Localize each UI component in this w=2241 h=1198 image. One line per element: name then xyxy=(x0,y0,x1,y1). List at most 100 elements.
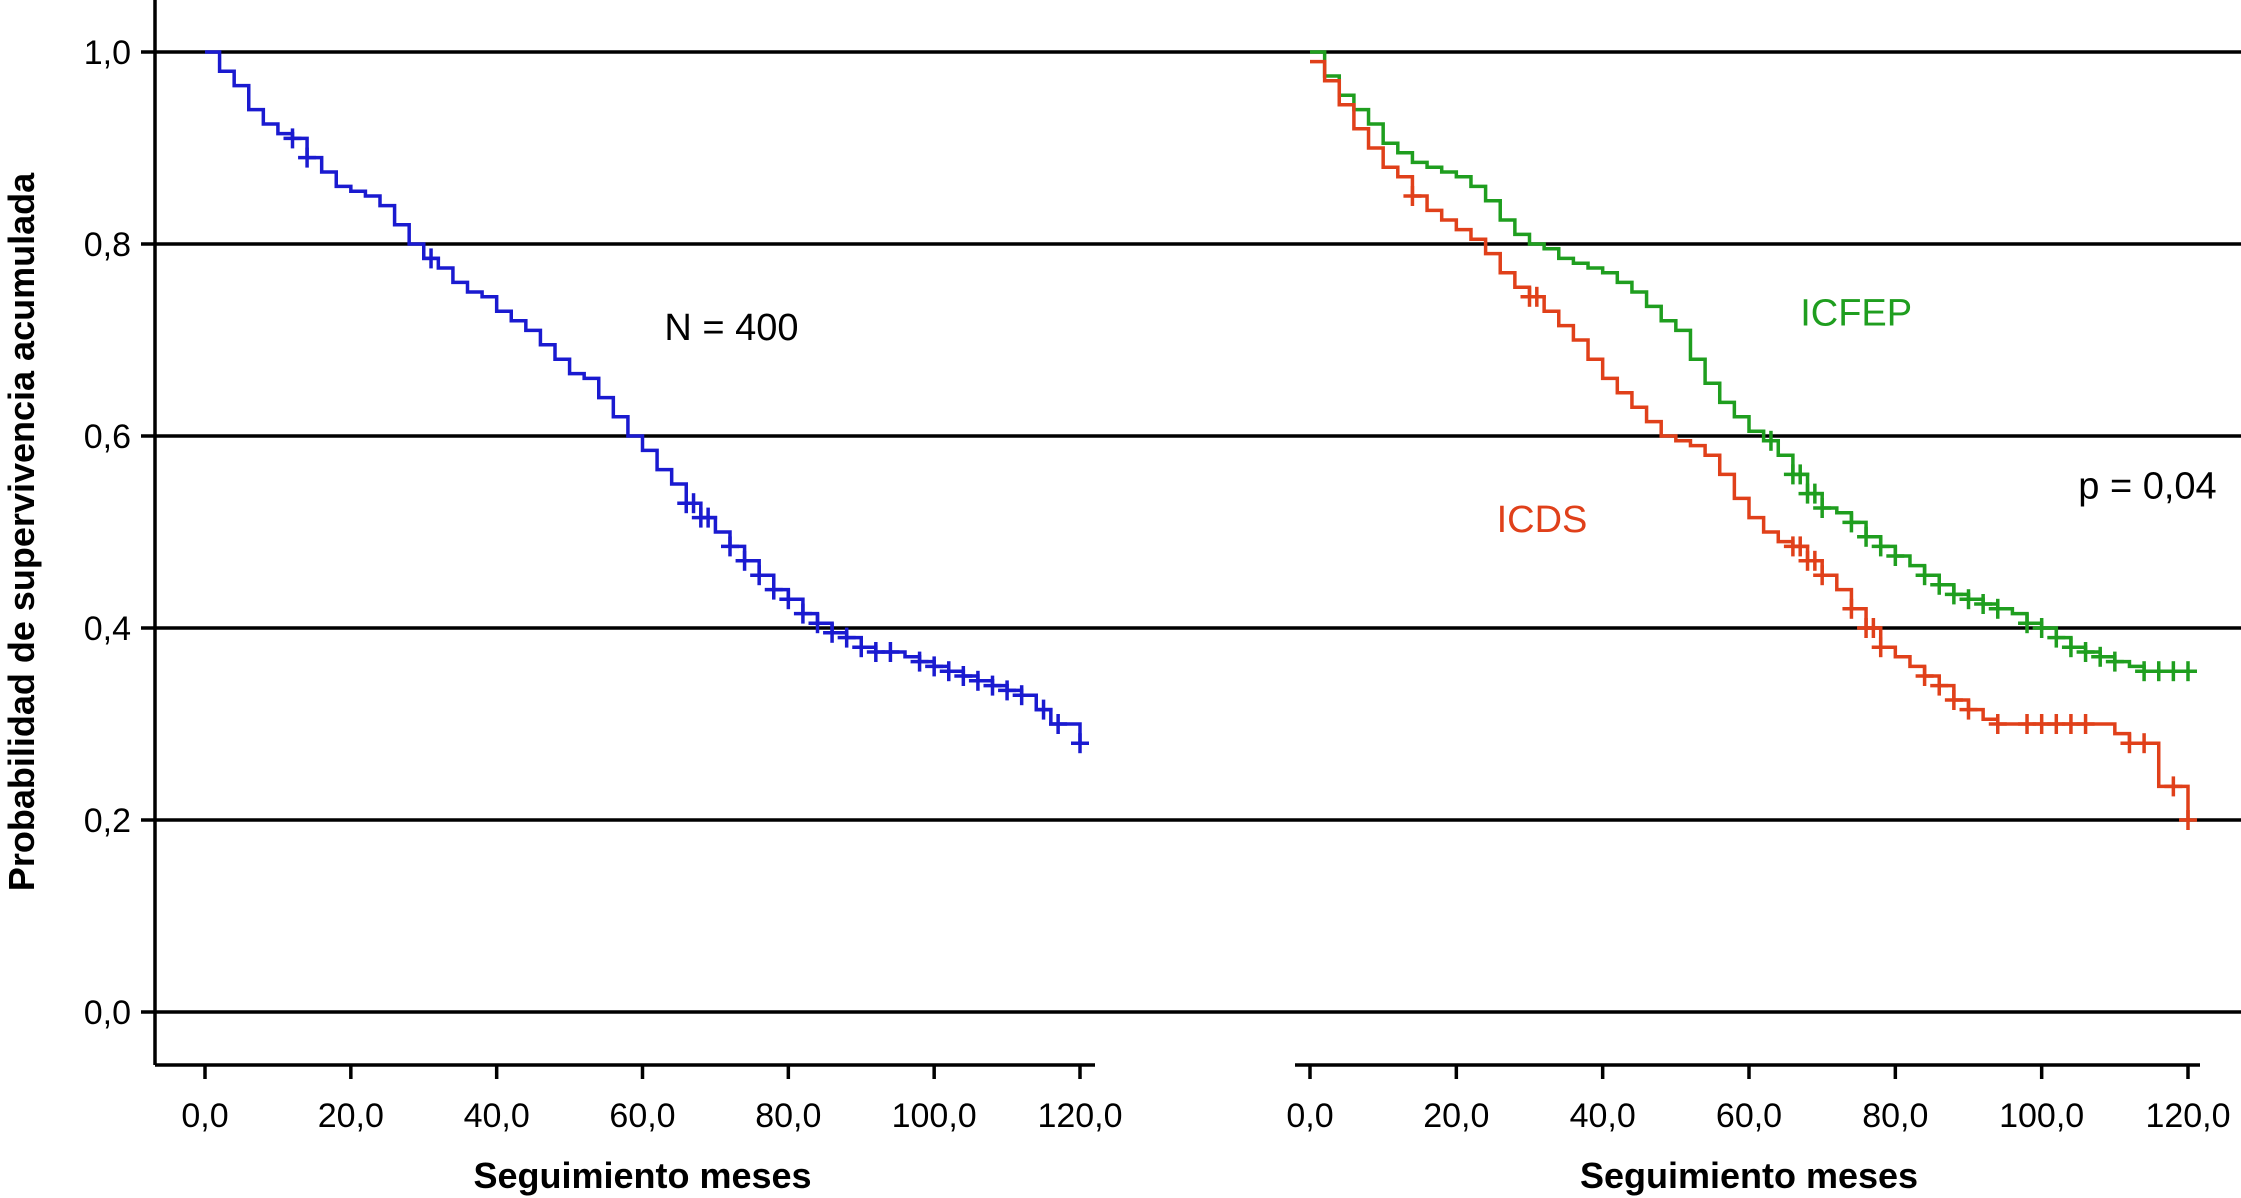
censor-mark-icds-10 xyxy=(1864,618,1883,638)
censor-mark-icfep-9 xyxy=(1886,546,1905,566)
censor-mark-icds-8 xyxy=(1842,598,1861,619)
y-tick-label-1: 0,2 xyxy=(84,802,131,840)
censor-mark-icfep-7 xyxy=(1857,526,1876,547)
x-tick-label-panel-1-1: 20,0 xyxy=(318,1097,384,1135)
x-tick-label-panel-1-5: 100,0 xyxy=(892,1097,977,1135)
censor-mark-icfep-2 xyxy=(1791,464,1810,485)
x-tick-label-panel-2-3: 60,0 xyxy=(1716,1097,1782,1135)
x-tick-label-panel-2-4: 80,0 xyxy=(1862,1097,1928,1135)
x-axis-title-panel-2: Seguimiento meses xyxy=(1580,1155,1918,1196)
grid-lines xyxy=(155,50,2241,1014)
censor-mark-overall-21 xyxy=(939,661,958,682)
censor-mark-icds-25 xyxy=(2179,810,2197,830)
censor-mark-icfep-0 xyxy=(1761,430,1780,451)
x-tick-label-panel-2-5: 100,0 xyxy=(1999,1097,2084,1135)
x-tick-label-panel-1-3: 60,0 xyxy=(609,1097,675,1135)
censor-mark-icfep-20 xyxy=(2076,642,2095,662)
annotation-panel-1-0: N = 400 xyxy=(664,307,798,349)
censor-mark-overall-2 xyxy=(422,248,441,269)
censor-mark-overall-4 xyxy=(684,493,703,514)
censor-mark-icds-2 xyxy=(1527,286,1546,307)
censor-mark-overall-15 xyxy=(837,627,856,648)
y-tick-label-3: 0,6 xyxy=(84,418,131,456)
censor-mark-icfep-14 xyxy=(1974,594,1993,614)
y-tick-label-5: 1,0 xyxy=(84,34,131,72)
series-layer xyxy=(205,50,2197,830)
censor-mark-icfep-5 xyxy=(1813,498,1832,518)
censor-mark-icfep-19 xyxy=(2061,637,2080,658)
censor-mark-icds-0 xyxy=(1403,186,1422,206)
censor-mark-icfep-15 xyxy=(1988,598,2007,619)
censor-mark-overall-10 xyxy=(764,579,783,600)
x-tick-label-panel-2-1: 20,0 xyxy=(1423,1097,1489,1135)
censor-mark-overall-12 xyxy=(793,603,812,624)
censor-mark-overall-23 xyxy=(968,670,987,691)
censor-mark-overall-26 xyxy=(1012,685,1031,706)
censor-mark-overall-7 xyxy=(721,536,739,557)
censor-mark-overall-24 xyxy=(983,675,1002,696)
x-tick-label-panel-1-2: 40,0 xyxy=(464,1097,530,1135)
y-tick-label-2: 0,4 xyxy=(84,610,131,648)
censor-mark-overall-0 xyxy=(283,128,302,149)
censor-mark-icfep-6 xyxy=(1842,512,1861,533)
censor-mark-icds-6 xyxy=(1805,550,1824,571)
censor-mark-icds-21 xyxy=(2076,714,2095,734)
censor-mark-overall-18 xyxy=(881,642,900,662)
y-axis-title: Probabilidad de supervivencia acumulada xyxy=(1,172,42,891)
censor-mark-icds-12 xyxy=(1915,666,1934,686)
censor-mark-overall-1 xyxy=(298,147,317,168)
censor-mark-overall-25 xyxy=(998,680,1017,701)
censor-mark-overall-20 xyxy=(925,656,944,677)
x-tick-label-panel-2-6: 120,0 xyxy=(2145,1097,2230,1135)
censor-mark-overall-8 xyxy=(735,550,754,571)
series-line-overall xyxy=(205,50,1082,744)
x-axis-title-panel-1: Seguimiento meses xyxy=(473,1155,811,1196)
y-tick-label-4: 0,8 xyxy=(84,226,131,264)
censor-mark-icfep-13 xyxy=(1959,589,1978,610)
x-tick-label-panel-1-6: 120,0 xyxy=(1037,1097,1122,1135)
censor-mark-icds-13 xyxy=(1930,675,1949,696)
censor-mark-icfep-21 xyxy=(2091,646,2110,667)
censor-mark-icds-11 xyxy=(1871,637,1890,658)
series-line-icds xyxy=(1310,59,2190,820)
censor-mark-icfep-4 xyxy=(1805,483,1824,504)
censor-mark-icfep-26 xyxy=(2179,661,2197,682)
censor-mark-overall-27 xyxy=(1034,699,1053,720)
censor-mark-icfep-17 xyxy=(2032,618,2051,638)
censor-mark-icds-4 xyxy=(1791,536,1810,557)
x-tick-label-panel-2-2: 40,0 xyxy=(1570,1097,1636,1135)
censor-mark-icfep-18 xyxy=(2047,627,2066,648)
axes xyxy=(141,0,2200,1079)
censor-mark-icfep-8 xyxy=(1871,536,1890,557)
text-layer: 0,0 0,2 0,4 0,6 0,8 1,0 Probabilidad de superv… xyxy=(1,34,2231,1196)
x-tick-label-panel-2-0: 0,0 xyxy=(1286,1097,1333,1135)
x-tick-label-panel-1-4: 80,0 xyxy=(755,1097,821,1135)
censor-mark-overall-22 xyxy=(954,666,973,686)
censor-mark-icfep-12 xyxy=(1944,584,1963,605)
censor-mark-icds-7 xyxy=(1813,565,1832,586)
censor-mark-icds-15 xyxy=(1959,699,1978,720)
censor-mark-overall-14 xyxy=(823,622,842,643)
censor-mark-icfep-22 xyxy=(2105,651,2124,672)
censor-mark-overall-29 xyxy=(1071,733,1089,754)
censor-mark-overall-9 xyxy=(750,565,769,586)
annotation-panel-2-0: ICFEP xyxy=(1800,293,1912,335)
censor-mark-icds-16 xyxy=(1988,714,2007,734)
series-line-icfep xyxy=(1310,50,2188,673)
annotation-panel-2-1: ICDS xyxy=(1497,499,1588,541)
censor-mark-icds-24 xyxy=(2164,776,2183,797)
censor-mark-overall-13 xyxy=(808,613,827,634)
censor-mark-overall-16 xyxy=(852,637,871,658)
y-tick-label-0: 0,0 xyxy=(84,994,131,1032)
censor-mark-overall-19 xyxy=(910,651,929,672)
censor-mark-icfep-10 xyxy=(1915,565,1934,586)
censor-mark-overall-28 xyxy=(1049,714,1068,734)
censor-mark-overall-11 xyxy=(779,589,798,610)
x-tick-label-panel-1-0: 0,0 xyxy=(181,1097,228,1135)
annotation-panel-2-2: p = 0,04 xyxy=(2078,465,2216,507)
censor-mark-icfep-11 xyxy=(1930,574,1949,595)
censor-mark-icfep-16 xyxy=(2018,613,2037,634)
censor-mark-overall-6 xyxy=(699,507,718,528)
censor-mark-icds-23 xyxy=(2135,733,2154,754)
